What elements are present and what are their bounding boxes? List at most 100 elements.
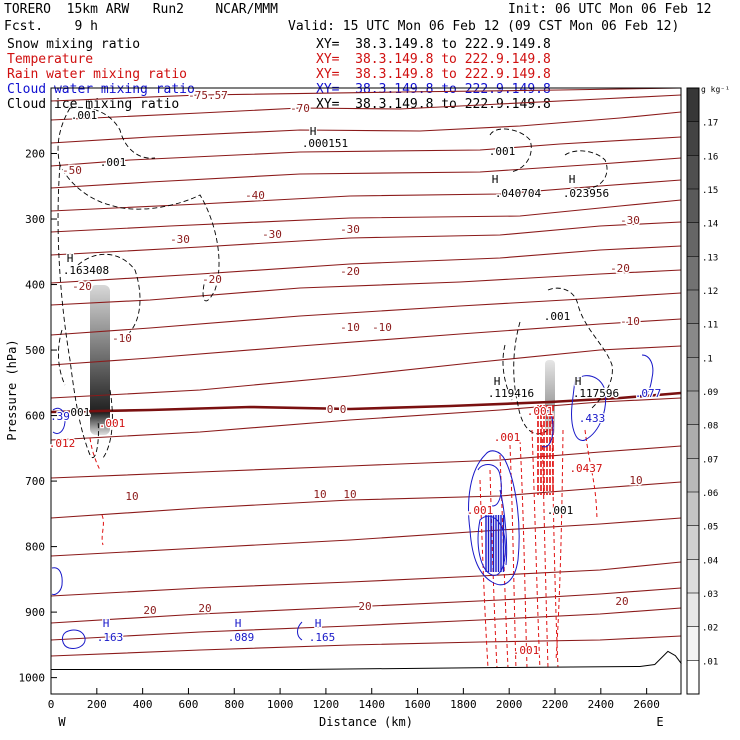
annotation-32: H [315,617,322,630]
isotherm-19 [50,607,682,641]
colorbar-segment-11 [687,290,699,324]
x-tick-label-1: 200 [87,698,107,711]
isotherm-11 [50,318,682,366]
annotation-5: .000151 [302,137,348,150]
colorbar-segment-9 [687,357,699,391]
annotation-10: H [67,252,74,265]
temp-contour-label-14: -10 [372,321,392,334]
temp-contour-label-10: -20 [340,265,360,278]
x-tick-label-12: 2400 [588,698,615,711]
isotherm-0 [50,87,682,102]
colorbar-tick-label-10: .11 [702,321,718,331]
ice-contour-0 [57,107,220,302]
colorbar-segment-10 [687,323,699,358]
legend-temperature-xy: XY= 38.3.149.8 to 222.9.149.8 [316,52,551,67]
annotation-15: .117596 [573,387,619,400]
annotation-7: .040704 [495,187,542,200]
annotation-1: .001 [100,156,127,169]
legend-temperature-label: Temperature [7,52,94,67]
forecast-hours: Fcst. 9 h [4,19,98,34]
temp-contour-label-13: -10 [340,321,360,334]
colorbar-segment-3 [687,559,699,593]
valid-time: Valid: 15 UTC Mon 06 Feb 12 (09 CST Mon … [288,19,680,34]
colorbar-segment-17 [687,88,699,122]
x-tick-label-5: 1000 [267,698,294,711]
colorbar-tick-label-1: .02 [702,624,718,634]
x-tick-label-13: 2600 [633,698,660,711]
temp-contour-label-1: -70 [290,102,310,115]
annotation-28: H [103,617,110,630]
legend-snow-label: Snow mixing ratio [7,37,141,52]
cloud-water-contour-8 [51,567,63,595]
annotation-23: .433 [579,412,606,425]
x-end-label-west: W [58,715,66,729]
cloud-water-contour-7 [52,407,66,435]
ice-contour-5 [489,128,532,173]
colorbar-tick-label-5: .06 [702,489,718,499]
rain-contour-1 [489,469,498,669]
x-tick-label-6: 1200 [313,698,340,711]
colorbar-tick-label-6: .07 [702,455,718,465]
cloud-water-contour-3 [499,489,508,566]
colorbar-segment-7 [687,424,699,459]
y-tick-label-2: 400 [25,279,45,292]
ice-contour-1 [69,106,156,159]
colorbar-tick-label-11: .12 [702,287,718,297]
temp-contour-label-19: 10 [313,488,326,501]
annotation-20: .001 [494,431,521,444]
y-tick-label-5: 700 [25,475,45,488]
colorbar-tick-label-7: .08 [702,422,718,432]
isotherm-2 [50,111,682,144]
isotherm-10 [50,292,682,336]
colorbar-tick-label-13: .14 [702,220,718,230]
temp-contour-label-11: -20 [610,262,630,275]
annotation-0: .001 [71,109,98,122]
isotherm-4 [50,157,682,189]
isotherm-7 [50,221,682,256]
colorbar-tick-label-8: .09 [702,388,718,398]
isotherm-20 [50,635,682,657]
colorbar-segment-15 [687,155,699,189]
colorbar-tick-label-0: .01 [702,657,718,667]
ice-contour-7 [513,321,549,435]
colorbar-tick-label-15: .16 [702,152,718,162]
temp-contour-label-0: -75.57 [188,89,228,102]
temp-contour-label-6: -30 [340,223,360,236]
colorbar-tick-label-9: .1 [702,354,713,364]
annotation-14: H [575,375,582,388]
x-tick-label-7: 1400 [358,698,385,711]
terrain-fill [51,652,681,694]
colorbar-tick-label-3: .04 [702,556,718,566]
x-end-label-east: E [656,715,663,729]
rain-contour-11 [89,437,101,471]
colorbar-segment-1 [687,626,699,661]
ice-contour-10 [58,329,66,386]
temp-contour-label-16: 0 [327,403,334,416]
ice-contour-4 [102,389,113,459]
annotation-19: .39 [50,410,70,423]
y-tick-label-7: 900 [25,606,45,619]
annotation-4: H [310,125,317,138]
rain-contour-0 [479,479,489,669]
x-tick-label-4: 800 [224,698,244,711]
annotation-29: .163 [97,631,124,644]
temp-contour-label-8: -20 [72,280,92,293]
temp-contour-label-15: -10 [620,315,640,328]
legend-cloud-water-xy: XY= 38.3.149.8 to 222.9.149.8 [316,82,551,97]
annotation-18: .012 [49,437,76,450]
y-axis-label: Pressure (hPa) [5,339,19,440]
annotation-12: H [494,375,501,388]
isotherm-5 [50,179,682,212]
y-tick-label-8: 1000 [19,672,46,685]
rain-contour-4 [519,439,528,669]
annotation-3: .001 [544,310,571,323]
annotation-6: H [492,173,499,186]
colorbar-segment-0 [687,660,699,694]
ice-contour-9 [502,344,513,401]
temp-contour-label-7: -30 [620,214,640,227]
temp-contour-label-25: 20 [615,595,628,608]
temp-contour-label-2: -50 [62,164,82,177]
isotherm-8 [50,245,682,284]
isotherm-13 [50,397,682,441]
rain-contour-5 [531,429,541,671]
